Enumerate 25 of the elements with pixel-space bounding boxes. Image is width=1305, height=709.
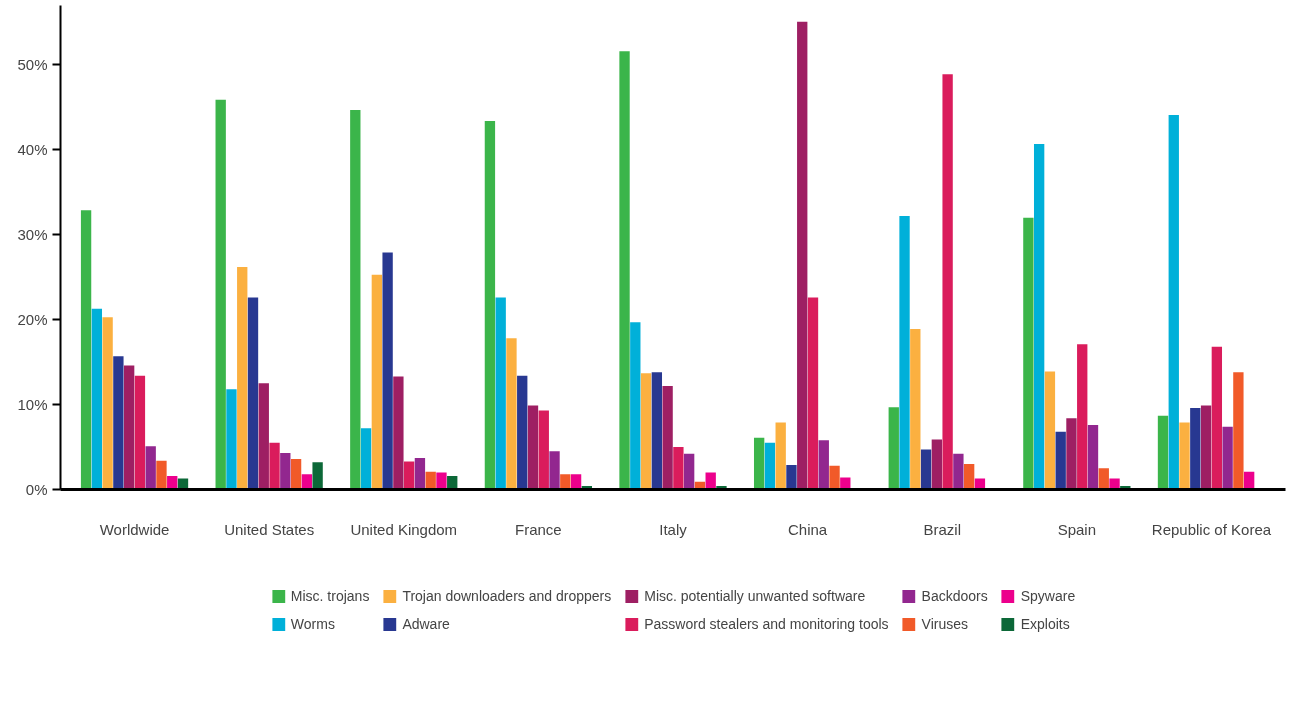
legend-label: Spyware <box>1020 588 1076 604</box>
x-tick-label: China <box>788 520 828 538</box>
x-tick-label: United Kingdom <box>350 520 458 538</box>
legend-label: Trojan downloaders and droppers <box>402 588 612 604</box>
legend-label: Backdoors <box>921 588 988 604</box>
x-tick-label: Brazil <box>923 520 961 538</box>
legend-label: Worms <box>290 616 335 632</box>
legend-label: Viruses <box>921 616 969 632</box>
legend-label: Misc. potentially unwanted software <box>644 588 866 604</box>
y-tick-label: 20% <box>17 311 48 329</box>
legend-label: Misc. trojans <box>290 588 370 604</box>
x-tick-label: United States <box>224 520 315 538</box>
x-tick-label: Italy <box>659 520 688 538</box>
legend-label: Exploits <box>1020 616 1070 632</box>
y-tick-label: 40% <box>17 141 48 159</box>
y-tick-label: 0% <box>25 481 48 498</box>
x-tick-label: Worldwide <box>99 520 170 538</box>
x-tick-label: Republic of Korea <box>1151 520 1272 538</box>
y-tick-label: 10% <box>17 396 48 414</box>
x-tick-label: Spain <box>1057 520 1097 538</box>
y-tick-label: 50% <box>17 56 48 74</box>
x-tick-label: France <box>515 520 562 538</box>
legend-label: Password stealers and monitoring tools <box>644 616 889 632</box>
y-tick-label: 30% <box>17 226 48 244</box>
legend-label: Adware <box>402 616 450 632</box>
